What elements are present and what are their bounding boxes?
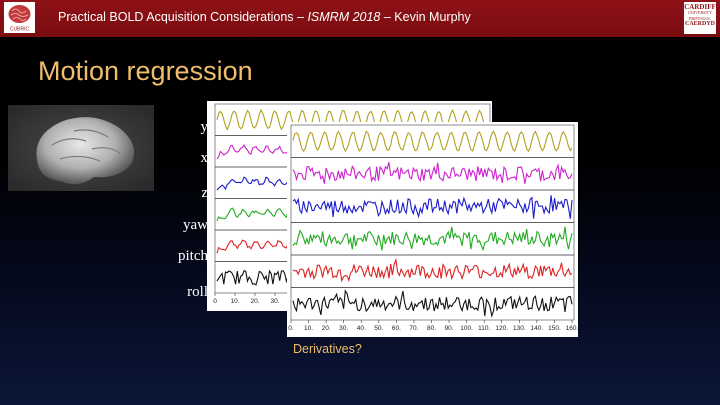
axis-tick-label: 20. xyxy=(250,298,259,305)
axis-tick-label: 150. xyxy=(548,325,561,332)
axis-tick-label: 130. xyxy=(513,325,526,332)
motion-derivatives-plot: 0. 10. 20. 30. 40. 50. 60. 70. 80. 90. 100. 110. 120… xyxy=(287,122,579,337)
header-venue: ISMRM 2018 xyxy=(307,10,381,24)
cubric-logo: CUBRIC xyxy=(4,2,35,33)
cubric-logo-text: CUBRIC xyxy=(10,27,30,33)
axis-tick-label: 90. xyxy=(445,325,454,332)
motion-trace-line xyxy=(292,257,573,283)
axis-tick-label: 10. xyxy=(230,298,239,305)
motion-derivatives-svg: 0. 10. 20. 30. 40. 50. 60. 70. 80. 90. 100. 110. 120… xyxy=(288,124,579,332)
label-y: y xyxy=(200,119,209,135)
derivatives-caption: Derivatives? xyxy=(293,342,362,356)
motion-trace-line xyxy=(292,289,573,318)
motion-trace-line xyxy=(292,195,573,219)
axis-tick-label: 120. xyxy=(495,325,508,332)
axis-tick-label: 60. xyxy=(392,325,401,332)
axis-tick-label: 30. xyxy=(270,298,279,305)
motion-trace-line xyxy=(292,161,573,184)
label-roll: roll xyxy=(187,284,208,300)
slide-title: Motion regression xyxy=(38,56,253,86)
axis-tick-label: 140. xyxy=(531,325,544,332)
motion-parameter-labels: y x z yaw pitch roll xyxy=(150,0,210,405)
axis-tick-label: 10. xyxy=(304,325,313,332)
header-author: Kevin Murphy xyxy=(394,10,471,24)
axis-tick-label: 80. xyxy=(427,325,436,332)
label-x: x xyxy=(200,150,209,166)
label-z: z xyxy=(201,185,208,201)
cardiff-logo-line: CAERDYD xyxy=(685,21,715,27)
axis-tick-label: 40. xyxy=(357,325,366,332)
axis-tick-label: 100. xyxy=(460,325,473,332)
axis-tick-label: 20. xyxy=(322,325,331,332)
cardiff-logo: CARDIFF UNIVERSITY PRIFYSGOL CAERDYD xyxy=(684,2,716,34)
motion-trace-line xyxy=(292,130,573,153)
trace-row-frame xyxy=(290,287,575,321)
cardiff-logo-line: UNIVERSITY xyxy=(688,10,712,15)
brain-mri-image xyxy=(8,105,154,191)
motion-trace-line xyxy=(292,226,573,252)
axis-tick-label: 50. xyxy=(374,325,383,332)
slide-header: CUBRIC Practical BOLD Acquisition Consid… xyxy=(0,0,720,37)
trace-row-frame xyxy=(290,189,575,223)
label-yaw: yaw xyxy=(183,217,208,233)
axis-tick-label: 30. xyxy=(339,325,348,332)
header-lead: Practical BOLD Acquisition Consideration… xyxy=(58,10,294,24)
trace-row-frame xyxy=(290,254,575,288)
axis-tick-label: 160. xyxy=(566,325,578,332)
axis-tick-label: 0. xyxy=(288,325,294,332)
label-pitch: pitch xyxy=(178,248,208,264)
axis-tick-label: 110. xyxy=(478,325,490,332)
axis-tick-label: 0 xyxy=(213,298,217,305)
axis-tick-label: 70. xyxy=(409,325,418,332)
header-dash: – xyxy=(380,10,395,24)
header-dash: – xyxy=(293,10,308,24)
cardiff-logo-line: PRIFYSGOL xyxy=(689,16,711,21)
header-title: Practical BOLD Acquisition Consideration… xyxy=(58,10,471,24)
cardiff-logo-line: CARDIFF xyxy=(684,3,716,11)
